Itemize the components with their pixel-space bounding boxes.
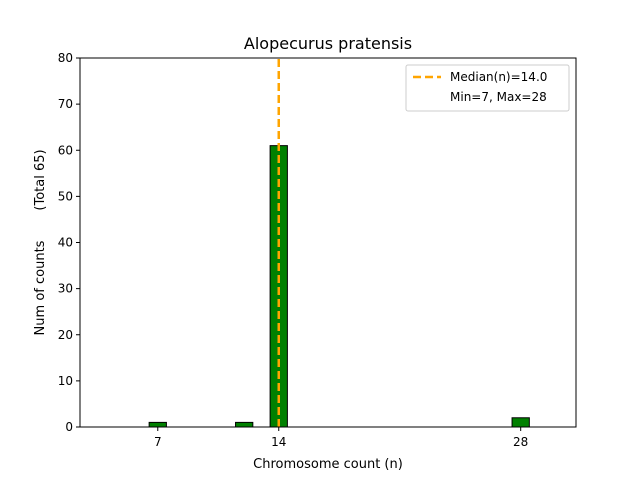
legend-box (405, 64, 570, 112)
bar (235, 421, 254, 428)
y-axis: 0 10 20 30 40 50 60 70 80 (58, 51, 80, 434)
legend: Median(n)=14.0 Min=7, Max=28 (405, 64, 570, 112)
y-tick-label: 80 (58, 51, 73, 65)
legend-minmax-label: Min=7, Max=28 (450, 90, 547, 104)
bar (511, 417, 530, 428)
y-tick-label: 10 (58, 374, 73, 388)
plot-frame (79, 57, 577, 428)
bar (148, 421, 167, 428)
x-tick-label: 14 (271, 435, 286, 449)
y-tick-label: 70 (58, 97, 73, 111)
x-axis: 7 14 28 (154, 427, 528, 449)
y-tick-label: 50 (58, 189, 73, 203)
chart-title: Alopecurus pratensis (244, 34, 412, 53)
legend-median-label: Median(n)=14.0 (450, 70, 547, 84)
y-tick-label: 30 (58, 282, 73, 296)
y-tick-label: 0 (65, 420, 73, 434)
y-tick-label: 40 (58, 236, 73, 250)
x-axis-label: Chromosome count (n) (253, 457, 403, 472)
plot-area (80, 58, 576, 427)
x-tick-label: 28 (513, 435, 528, 449)
y-tick-label: 20 (58, 328, 73, 342)
y-axis-label: Num of counts (33, 240, 48, 335)
axes-frame (79, 57, 577, 428)
x-tick-label: 7 (154, 435, 162, 449)
y-tick-label: 60 (58, 143, 73, 157)
y-axis-total-label: (Total 65) (33, 149, 48, 210)
